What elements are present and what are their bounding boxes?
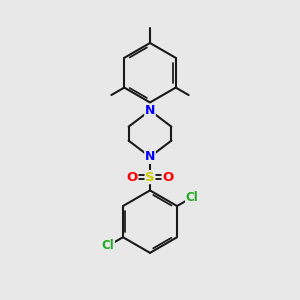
- Text: O: O: [127, 170, 138, 184]
- Text: Cl: Cl: [186, 191, 198, 204]
- Text: N: N: [145, 150, 155, 163]
- Text: O: O: [162, 170, 173, 184]
- Text: Cl: Cl: [102, 239, 114, 252]
- Text: N: N: [145, 104, 155, 117]
- Text: S: S: [145, 170, 155, 184]
